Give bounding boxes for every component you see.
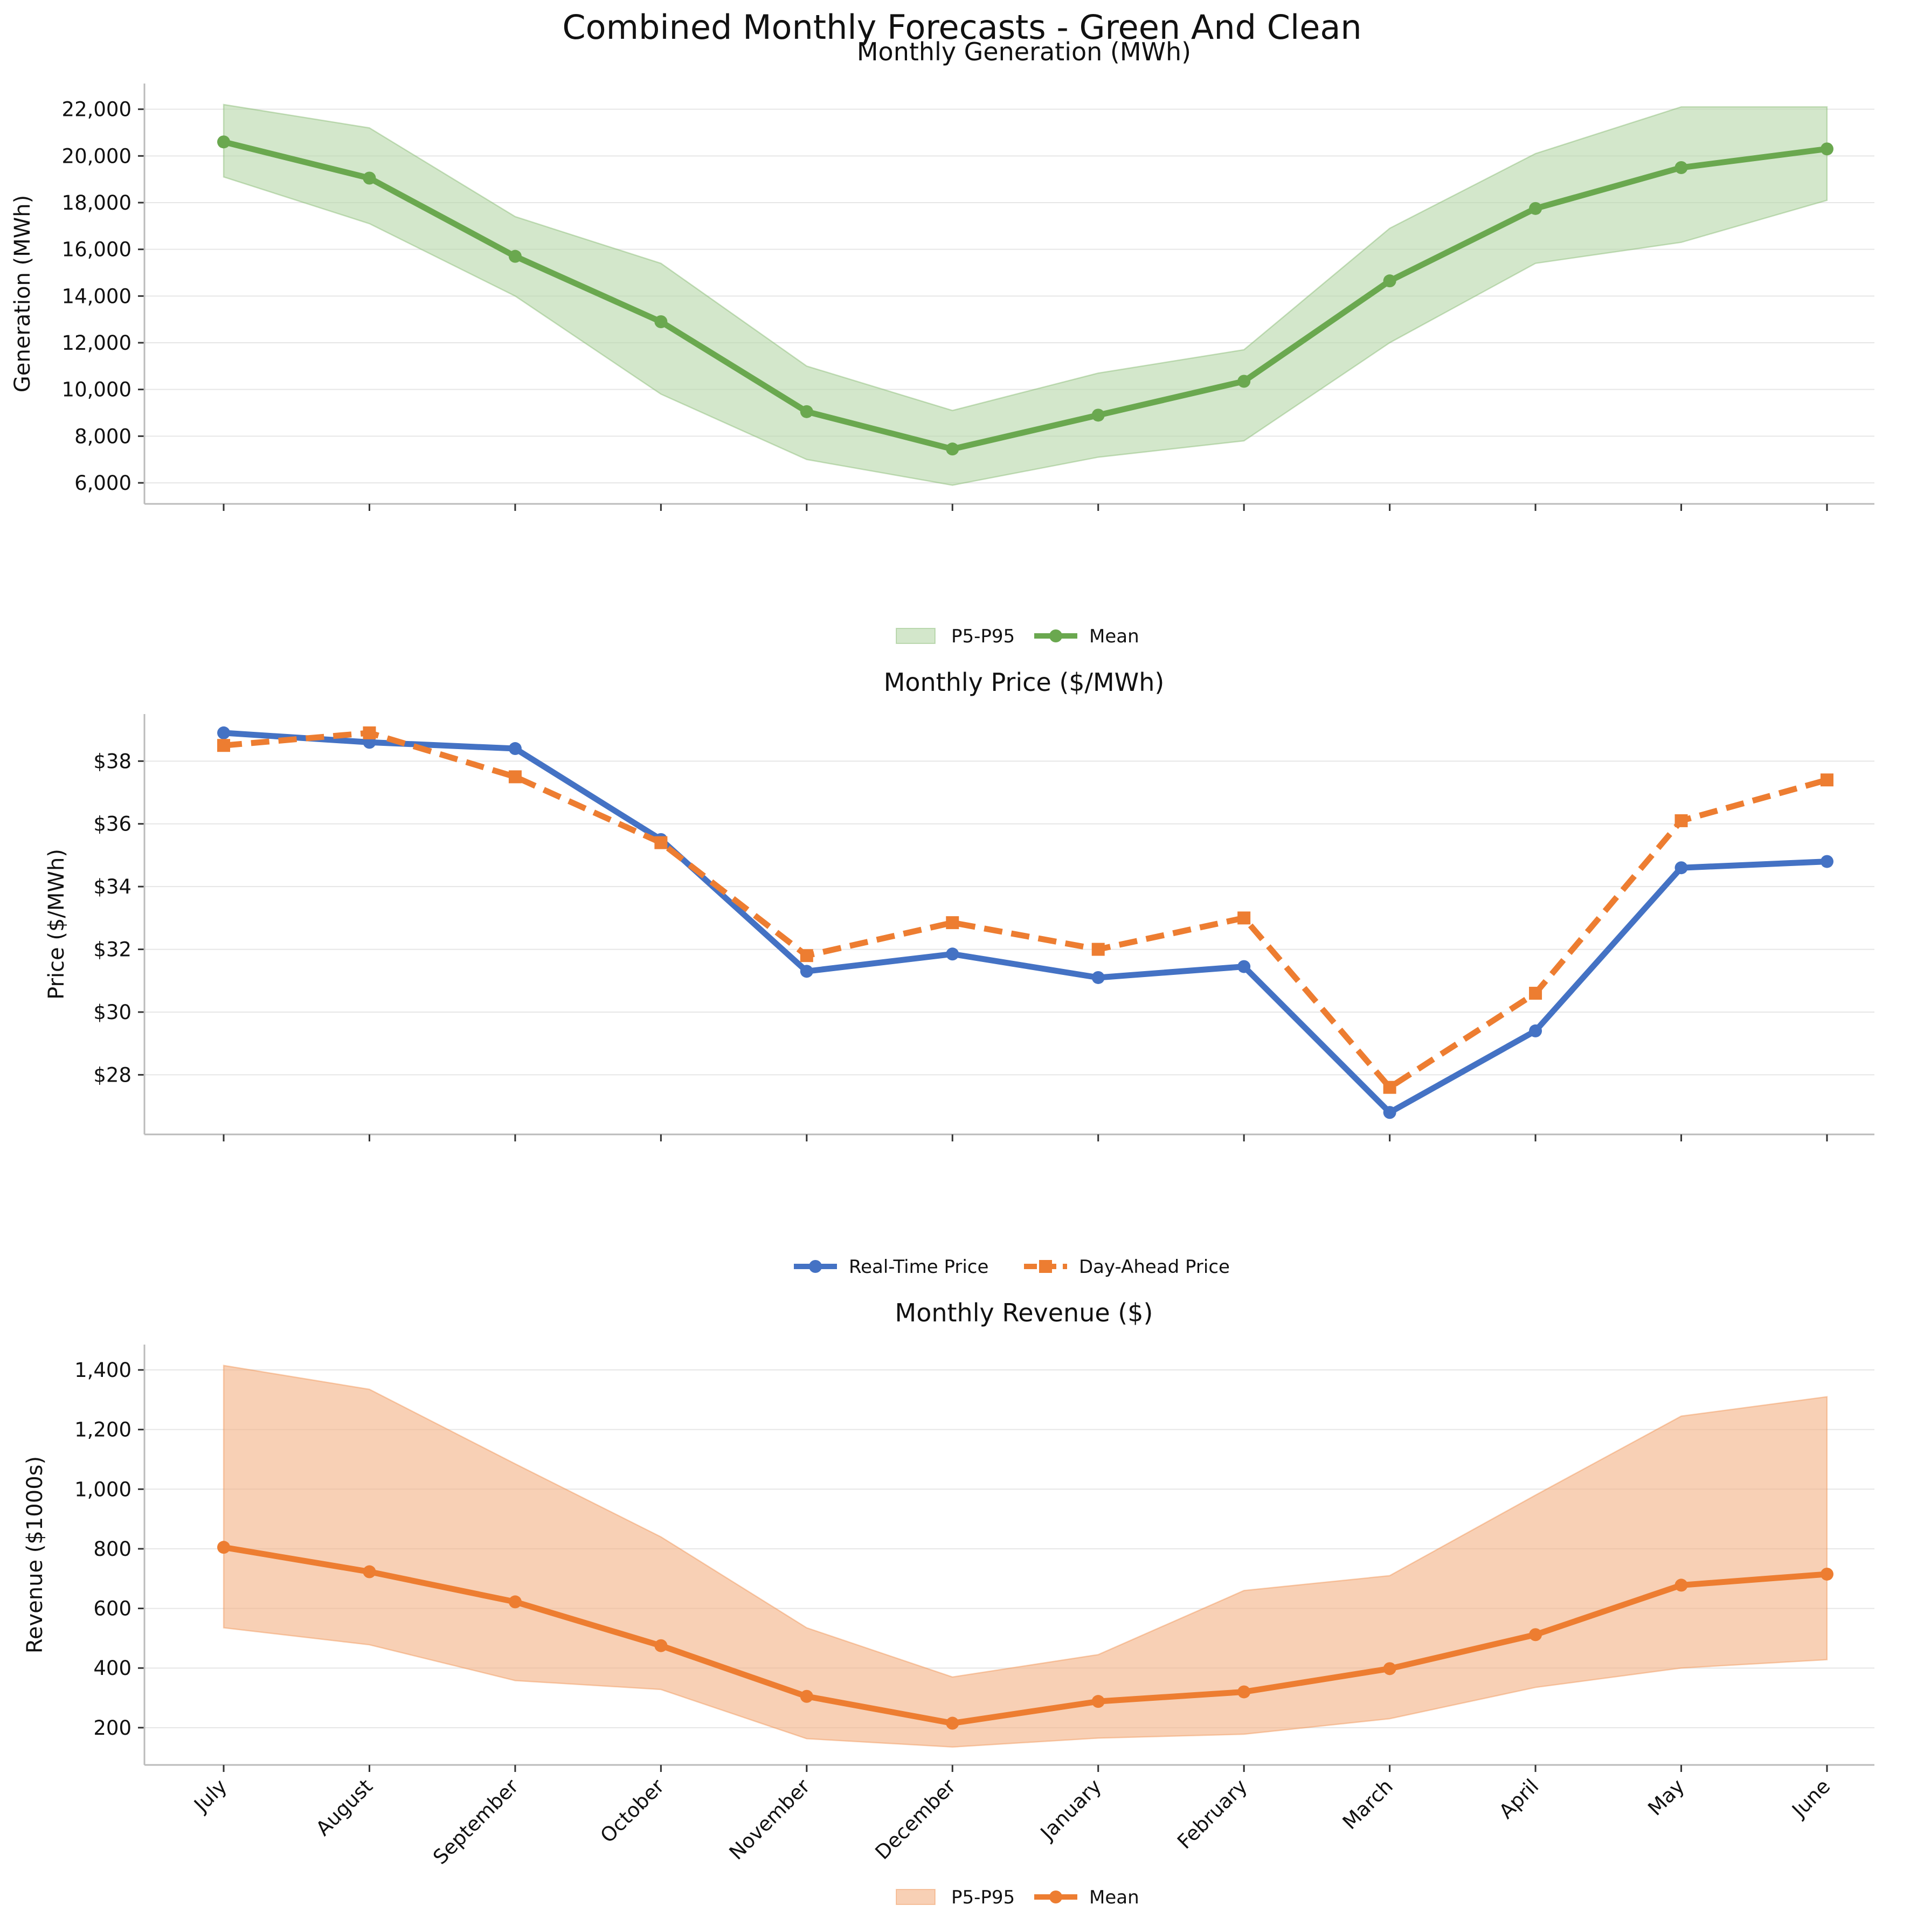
data-point	[946, 442, 959, 456]
y-tick-label: 8,000	[74, 425, 132, 448]
legend-label: Mean	[1089, 1887, 1139, 1908]
p5-p95-band	[223, 1365, 1828, 1748]
p5-p95-band	[223, 103, 1828, 486]
legend-label: P5-P95	[951, 626, 1015, 647]
series-line-mean	[223, 1544, 1828, 1727]
figure-title: Combined Monthly Forecasts - Green And C…	[562, 8, 1361, 47]
data-point	[1237, 911, 1251, 925]
legend-label: Day-Ahead Price	[1079, 1256, 1230, 1278]
y-tick-label: 18,000	[62, 191, 132, 214]
data-point	[1091, 408, 1105, 422]
data-point	[363, 726, 376, 739]
y-tick-label: 1,400	[74, 1359, 132, 1382]
data-point	[800, 965, 813, 978]
y-axis-label: Price ($/MWh)	[44, 849, 69, 1000]
data-point	[1674, 814, 1688, 827]
legend: P5-P95 Mean	[896, 1887, 1139, 1908]
data-point	[1237, 375, 1251, 388]
y-tick-label: $38	[93, 750, 132, 773]
data-point	[217, 1541, 230, 1554]
legend-swatch-band	[896, 628, 936, 644]
y-tick-label: 600	[93, 1597, 132, 1621]
y-tick-label: 10,000	[62, 378, 132, 401]
series-line-day-ahead-price	[223, 730, 1828, 1091]
data-point	[800, 949, 813, 962]
data-point	[1529, 1628, 1542, 1642]
data-point	[1237, 960, 1251, 973]
legend-marker	[1039, 1260, 1052, 1273]
y-tick-label: $30	[93, 1001, 132, 1024]
data-point	[508, 770, 522, 784]
chart-panel-1: 6,000 8,000 10,000 12,000 14,000 16,000 18,000…	[10, 37, 1874, 647]
y-tick-label: $32	[93, 938, 132, 961]
data-point	[1529, 987, 1542, 1000]
legend: P5-P95 Mean	[896, 626, 1139, 647]
data-point	[508, 1595, 522, 1609]
data-point	[1383, 274, 1396, 288]
data-point	[800, 1689, 813, 1703]
data-point	[1237, 1685, 1251, 1699]
data-point	[1383, 1662, 1396, 1675]
legend-marker	[1049, 1891, 1062, 1903]
y-tick-label: 1,000	[74, 1478, 132, 1501]
y-tick-label: 400	[93, 1657, 132, 1680]
legend-marker	[809, 1260, 822, 1273]
y-tick-label: 22,000	[62, 98, 132, 121]
data-point	[946, 947, 959, 961]
panel-title: Monthly Price ($/MWh)	[884, 668, 1165, 697]
y-axis-label: Generation (MWh)	[10, 195, 35, 392]
legend-swatch-band	[896, 1889, 936, 1905]
legend-label: Mean	[1089, 626, 1139, 647]
data-point	[654, 1639, 668, 1652]
y-tick-label: 20,000	[62, 144, 132, 168]
chart-panel-2: $28 $30 $32 $34 $36 $38 Monthly Price ($/MWh) P…	[44, 668, 1874, 1278]
series-line-mean	[223, 139, 1828, 452]
panel-title: Monthly Revenue ($)	[895, 1298, 1153, 1327]
data-point	[1091, 971, 1105, 984]
series-line-real-time-price	[223, 730, 1828, 1116]
legend-label: P5-P95	[951, 1887, 1015, 1908]
data-point	[1821, 855, 1833, 868]
data-point	[217, 739, 230, 752]
y-tick-label: $28	[93, 1063, 132, 1086]
y-tick-label: 800	[93, 1538, 132, 1561]
legend: Real-Time Price Day-Ahead Price	[794, 1256, 1230, 1278]
data-point	[508, 250, 522, 263]
data-point	[363, 1565, 376, 1578]
data-point	[946, 1716, 959, 1730]
data-point	[1383, 1081, 1396, 1094]
y-tick-label: 14,000	[62, 285, 132, 308]
data-point	[1091, 943, 1105, 956]
data-point	[1674, 861, 1688, 875]
data-point	[363, 171, 376, 185]
panel-title: Monthly Generation (MWh)	[857, 37, 1191, 66]
legend-label: Real-Time Price	[849, 1256, 988, 1278]
data-point	[1091, 1695, 1105, 1708]
y-tick-label: 12,000	[62, 331, 132, 355]
y-tick-label: 16,000	[62, 238, 132, 261]
y-tick-label: 200	[93, 1716, 132, 1740]
y-tick-label: 6,000	[74, 472, 132, 495]
data-point	[1674, 161, 1688, 174]
y-tick-label: 1,200	[74, 1418, 132, 1442]
data-point	[1529, 1024, 1542, 1037]
data-point	[508, 742, 522, 756]
data-point	[654, 315, 668, 328]
y-axis-label: Revenue ($1000s)	[23, 1456, 47, 1653]
data-point	[800, 405, 813, 418]
data-point	[217, 726, 230, 739]
data-point	[1383, 1106, 1396, 1119]
data-point	[1674, 1578, 1688, 1592]
y-tick-label: $34	[93, 875, 132, 898]
y-tick-label: $36	[93, 813, 132, 836]
data-point	[1529, 202, 1542, 215]
data-point	[946, 916, 959, 930]
data-point	[1821, 1567, 1833, 1581]
data-point	[217, 135, 230, 149]
data-point	[1821, 773, 1833, 787]
legend-marker	[1049, 629, 1062, 642]
data-point	[654, 836, 668, 849]
data-point	[1821, 142, 1833, 156]
